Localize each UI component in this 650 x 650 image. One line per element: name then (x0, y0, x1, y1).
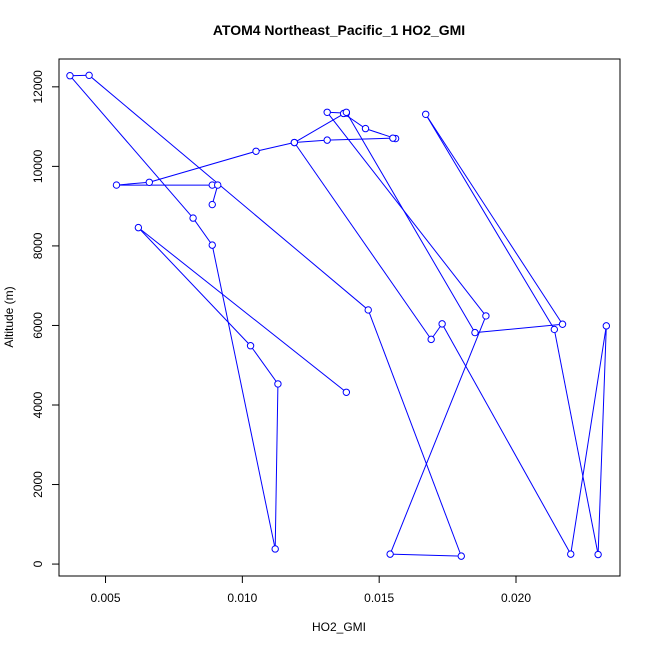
x-tick-label: 0.020 (501, 591, 531, 605)
data-point (602, 322, 611, 330)
data-point (274, 380, 282, 388)
series-line-segment (294, 111, 347, 143)
data-point (567, 550, 575, 558)
series-line-segment (69, 75, 194, 219)
data-point (386, 550, 394, 558)
data-point (145, 178, 154, 186)
data-point (422, 110, 430, 118)
series-line-segment (192, 217, 213, 246)
data-point (389, 134, 397, 142)
data-point (290, 138, 299, 147)
data-point (438, 320, 446, 328)
series-line-segment (345, 112, 476, 333)
x-axis: 0.005 0.010 0.015 0.020 (91, 575, 531, 605)
y-axis: 0 2000 4000 6000 8000 10000 12000 (31, 70, 60, 567)
series-line-segment (255, 142, 295, 152)
series-line-segment (294, 139, 328, 144)
data-point (208, 241, 216, 249)
y-tick-label: 0 (31, 560, 45, 567)
data-point (550, 325, 559, 334)
series-line-segment (138, 227, 347, 393)
plot-area (66, 71, 611, 560)
series-line-segment (149, 150, 257, 183)
series-line-segment (597, 325, 607, 555)
y-tick-label: 2000 (31, 471, 45, 498)
data-point (112, 181, 121, 189)
data-point (457, 552, 465, 560)
y-axis-label: Altitude (m) (2, 286, 16, 347)
x-tick-label: 0.015 (364, 591, 394, 605)
data-point (482, 312, 490, 320)
data-point (246, 342, 255, 350)
y-tick-label: 12000 (31, 70, 45, 104)
series-line-segment (425, 114, 563, 325)
data-point (594, 550, 602, 559)
series-line-segment (441, 323, 572, 555)
chart-title: ATOM4 Northeast_Pacific_1 HO2_GMI (213, 22, 465, 38)
series-line-segment (274, 383, 279, 549)
y-tick-label: 6000 (31, 312, 45, 339)
data-point (364, 306, 372, 314)
data-point (471, 328, 479, 337)
series-line-segment (553, 329, 599, 555)
data-point (134, 223, 143, 232)
y-tick-label: 8000 (31, 232, 45, 259)
series-line-segment (326, 111, 487, 317)
series-line-segment (88, 74, 369, 311)
data-point (66, 72, 74, 80)
series-line-segment (367, 309, 462, 557)
x-tick-label: 0.010 (227, 591, 257, 605)
y-tick-label: 10000 (31, 149, 45, 183)
data-point (342, 108, 351, 116)
data-point (323, 136, 331, 144)
data-point (323, 108, 331, 116)
series-line-segment (250, 345, 279, 385)
series-line-segment (211, 245, 276, 550)
data-point (85, 71, 93, 80)
series-line-segment (425, 114, 555, 330)
y-tick-label: 4000 (31, 391, 45, 418)
data-point (271, 545, 279, 553)
series-line-segment (570, 325, 607, 555)
data-point (558, 320, 567, 328)
x-tick-label: 0.005 (91, 591, 121, 605)
data-point (189, 214, 197, 222)
series-line-segment (390, 553, 462, 557)
series-line-segment (327, 137, 393, 141)
data-point (252, 147, 260, 155)
data-point (361, 124, 370, 133)
x-axis-label: HO2_GMI (312, 620, 366, 634)
data-point (208, 200, 216, 209)
data-point (427, 335, 435, 344)
data-point (342, 388, 351, 396)
series-line-segment (389, 315, 487, 555)
series-line-segment (293, 142, 432, 340)
series-line-segment (474, 323, 563, 334)
data-point (214, 181, 222, 189)
series-line-segment (137, 227, 251, 347)
